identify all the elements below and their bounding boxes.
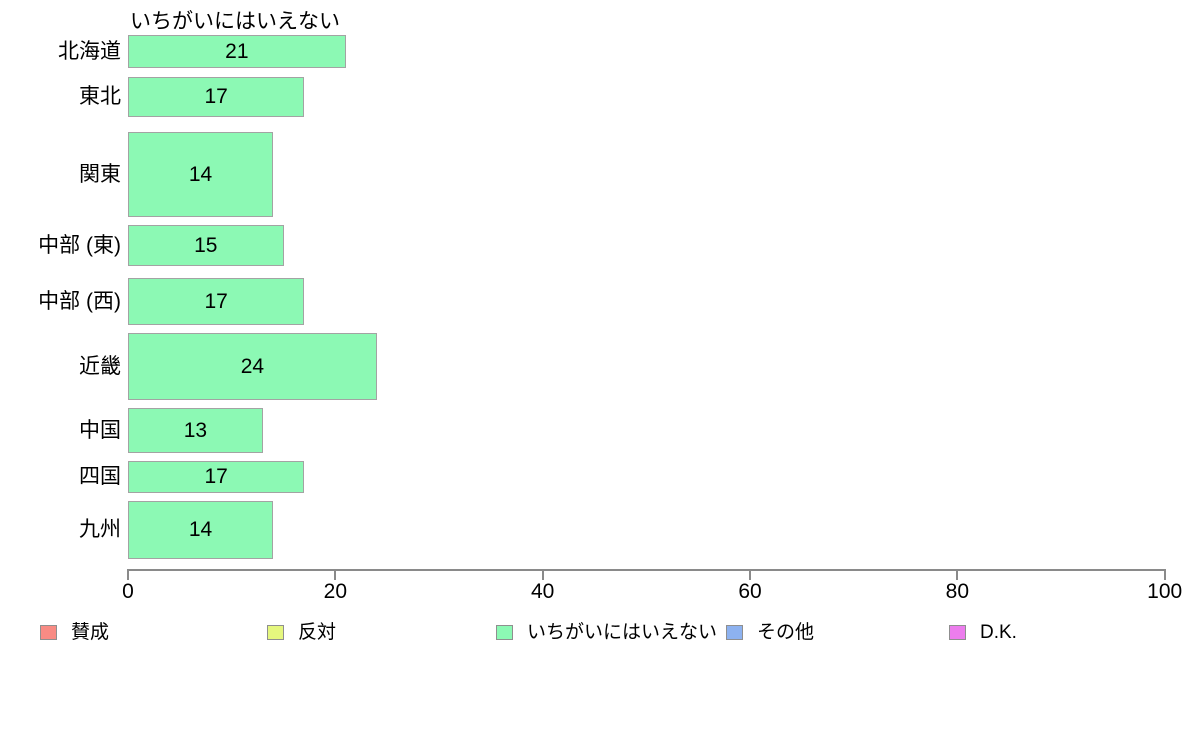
- bar: [128, 35, 346, 68]
- legend-label: いちがいにはいえない: [527, 622, 718, 643]
- category-label: 中部 (東): [38, 233, 121, 257]
- bar-value-label: 17: [204, 465, 228, 488]
- bar: [128, 278, 305, 325]
- x-axis-tick-label: 60: [738, 580, 762, 603]
- x-axis-tick-label: 20: [323, 580, 347, 603]
- category-label: 東北: [79, 85, 121, 108]
- legend-label: その他: [757, 622, 815, 643]
- legend-swatch: [726, 625, 743, 640]
- bar-value-label: 17: [204, 290, 228, 313]
- legend-label: 賛成: [71, 622, 110, 643]
- bar: [128, 461, 305, 493]
- bar: [128, 501, 274, 559]
- category-label: 中部 (西): [38, 289, 121, 313]
- bar: [128, 77, 305, 117]
- bar-value-label: 14: [188, 518, 213, 541]
- legend-swatch: [949, 625, 966, 640]
- legend-label: 反対: [298, 622, 337, 643]
- category-label: 北海道: [58, 39, 121, 63]
- category-label: 近畿: [79, 354, 121, 378]
- legend-swatch: [40, 625, 57, 640]
- bar: [128, 225, 284, 266]
- x-axis-tick: [334, 571, 337, 580]
- category-label: 四国: [79, 465, 121, 488]
- x-axis-line: [127, 569, 1166, 571]
- legend-swatch: [267, 625, 284, 640]
- x-axis-tick-label: 80: [945, 580, 970, 603]
- x-axis-tick-label: 100: [1147, 580, 1183, 603]
- category-label: 関東: [79, 162, 121, 186]
- legend-label: D.K.: [980, 622, 1017, 643]
- bar-value-label: 13: [183, 419, 208, 442]
- x-axis-tick: [127, 571, 129, 580]
- x-axis-tick: [956, 571, 959, 580]
- bar-value-label: 24: [240, 355, 265, 378]
- category-label: 九州: [79, 518, 121, 541]
- bar-value-label: 15: [194, 234, 218, 257]
- category-label: 中国: [79, 418, 121, 442]
- legend-swatch: [496, 625, 513, 640]
- bar-value-label: 17: [204, 85, 228, 108]
- bar-value-label: 21: [225, 40, 249, 63]
- bar: [128, 333, 377, 400]
- bar: [128, 408, 263, 453]
- x-axis-tick-label: 40: [530, 580, 555, 603]
- x-axis-tick: [541, 571, 544, 580]
- chart-title: いちがいにはいえない: [130, 10, 340, 33]
- bar-value-label: 14: [188, 163, 213, 186]
- bar: [128, 132, 274, 217]
- x-axis-tick-label: 0: [122, 580, 134, 603]
- x-axis-tick: [1163, 571, 1166, 580]
- x-axis-tick: [749, 571, 752, 580]
